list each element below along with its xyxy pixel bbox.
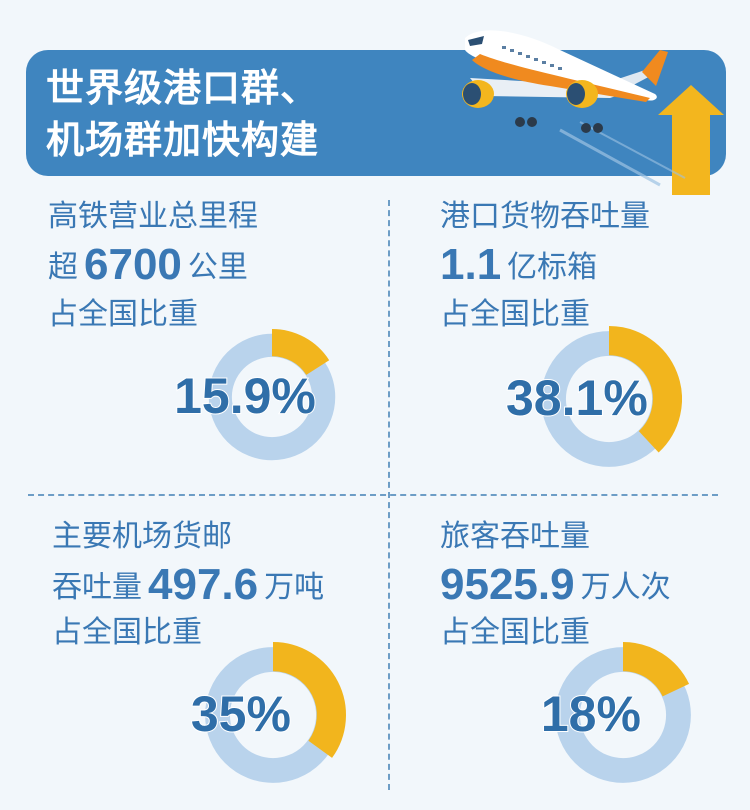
horizontal-divider xyxy=(28,494,718,496)
stat-prefix: 吞吐量 xyxy=(52,570,142,605)
title-banner xyxy=(26,50,726,176)
share-donut: 35% xyxy=(190,642,350,788)
stat-label: 旅客吞吐量 xyxy=(440,519,590,554)
share-donut: 15.9% xyxy=(173,322,340,472)
share-label: 占全国比重 xyxy=(440,297,590,332)
donut-share-arc xyxy=(608,326,682,453)
stat-unit: 亿标箱 xyxy=(507,250,598,285)
airplane-illustration-icon xyxy=(462,30,724,195)
stat-number: 6700 xyxy=(84,240,182,289)
stat-label: 高铁营业总里程 xyxy=(48,199,258,234)
stat-unit: 万人次 xyxy=(580,570,671,605)
stat-number: 9525.9 xyxy=(440,560,575,609)
stat-value-line: 吞吐量 497.6 万吨 xyxy=(52,563,325,607)
stat-value-line: 超 6700 公里 xyxy=(48,243,248,287)
stat-value-line: 9525.9 万人次 xyxy=(440,563,671,607)
share-label: 占全国比重 xyxy=(52,615,202,650)
share-donut: 18% xyxy=(540,642,696,788)
donut-svg xyxy=(541,326,682,467)
page-title: 世界级港口群、 机场群加快构建 xyxy=(46,62,319,166)
share-label: 占全国比重 xyxy=(48,297,198,332)
stat-number: 497.6 xyxy=(148,560,259,609)
stat-number: 1.1 xyxy=(440,240,502,289)
share-percent: 15.9% xyxy=(173,367,317,425)
donut-share-arc xyxy=(622,642,690,697)
share-donut: 38.1% xyxy=(505,326,682,472)
share-percent: 18% xyxy=(540,685,642,743)
share-percent: 35% xyxy=(190,685,292,743)
share-percent: 38.1% xyxy=(505,369,649,427)
title-line-2: 机场群加快构建 xyxy=(46,118,320,162)
stat-prefix: 超 xyxy=(48,250,78,285)
title-line-1: 世界级港口群、 xyxy=(46,66,320,110)
donut-share-arc xyxy=(271,329,330,376)
stat-unit: 公里 xyxy=(187,250,248,285)
stat-label: 主要机场货邮 xyxy=(52,519,232,554)
stat-value-line: 1.1 亿标箱 xyxy=(440,243,598,287)
donut-share-arc xyxy=(272,642,346,758)
donut-svg xyxy=(208,329,336,461)
stat-label: 港口货物吞吐量 xyxy=(440,199,650,234)
share-label: 占全国比重 xyxy=(440,615,590,650)
donut-svg xyxy=(555,642,691,783)
stat-unit: 万吨 xyxy=(264,570,325,605)
donut-svg xyxy=(205,642,346,783)
